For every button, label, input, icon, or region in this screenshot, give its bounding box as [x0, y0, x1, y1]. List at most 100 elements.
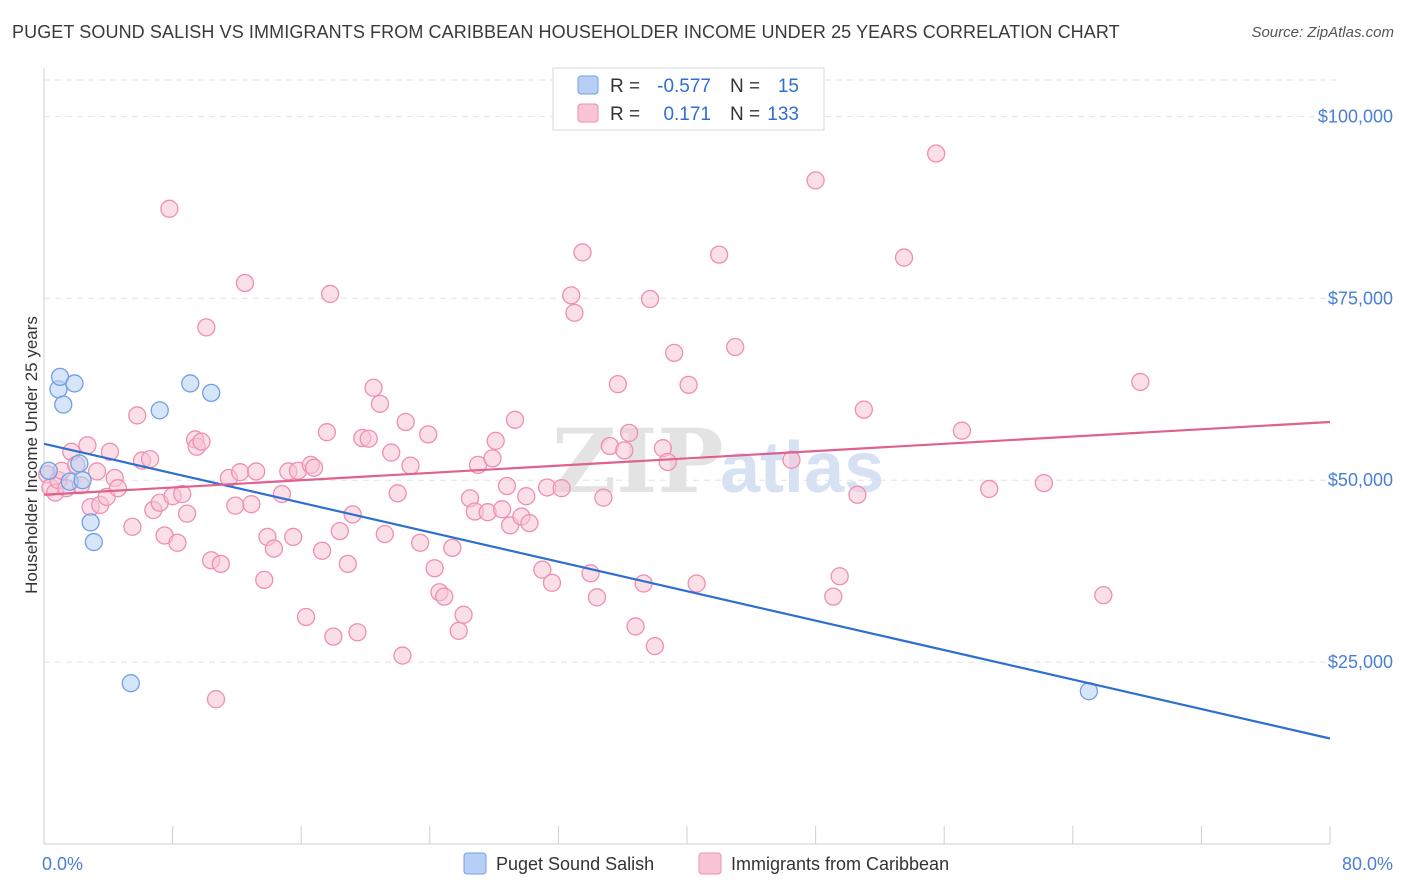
salish-point-7: [73, 471, 92, 490]
caribbean-point-70: [411, 533, 430, 552]
caribbean-point-105: [626, 617, 645, 636]
caribbean-point-126: [1034, 473, 1054, 493]
caribbean-point-114: [710, 245, 729, 264]
caribbean-point-66: [388, 484, 407, 503]
caribbean-point-87: [505, 410, 525, 429]
caribbean-point-82: [483, 449, 502, 468]
axes: [43, 68, 1331, 845]
caribbean-point-75: [443, 538, 462, 558]
salish-point-8: [81, 513, 100, 532]
salish-point-6: [70, 454, 89, 473]
y-tick-label-0: $25,000: [1328, 652, 1393, 672]
caribbean-point-72: [425, 559, 444, 578]
legend-swatch-caribbean: [698, 852, 722, 875]
caribbean-point-128: [1131, 372, 1150, 392]
caribbean-point-68: [396, 412, 415, 432]
caribbean-point-20: [140, 449, 160, 469]
caribbean-point-37: [226, 496, 245, 515]
caribbean-point-69: [401, 456, 420, 475]
caribbean-point-65: [382, 443, 401, 462]
caribbean-point-74: [435, 587, 454, 606]
caribbean-point-117: [806, 171, 825, 190]
caribbean-point-119: [830, 567, 849, 586]
caribbean-point-110: [658, 452, 677, 472]
watermark: ZIP atlas: [552, 409, 884, 513]
caribbean-point-111: [664, 343, 684, 363]
caribbean-point-108: [645, 636, 664, 656]
caribbean-point-39: [235, 273, 255, 293]
x-tick-label-min: 0.0%: [42, 854, 83, 874]
caribbean-point-125: [980, 479, 999, 499]
y-tick-labels: $25,000 $50,000 $75,000 $100,000: [1318, 106, 1393, 672]
y-tick-label-3: $100,000: [1318, 106, 1393, 126]
caribbean-point-85: [497, 476, 517, 496]
caribbean-point-89: [517, 487, 536, 506]
stats-r-value-0: -0.577: [657, 76, 711, 97]
caribbean-point-35: [211, 554, 230, 574]
caribbean-point-26: [168, 533, 187, 552]
caribbean-point-116: [782, 450, 801, 469]
caribbean-point-115: [726, 337, 745, 357]
stats-legend: R = -0.577 N = 15 R = 0.171 N = 133: [552, 67, 825, 131]
caribbean-point-61: [359, 429, 378, 448]
caribbean-point-100: [594, 488, 613, 507]
caribbean-point-59: [348, 623, 367, 642]
caribbean-point-77: [454, 605, 473, 624]
stats-r-label-1: R =: [610, 104, 640, 125]
caribbean-point-27: [173, 484, 192, 504]
y-tick-label-2: $75,000: [1328, 288, 1393, 308]
caribbean-point-11: [87, 462, 107, 481]
stats-swatch-caribbean: [577, 103, 599, 123]
salish-point-0: [39, 461, 58, 480]
salish-point-9: [84, 532, 103, 552]
caribbean-point-41: [247, 462, 266, 481]
salish-trend-line: [43, 442, 1331, 740]
salish-point-5: [65, 374, 84, 393]
caribbean-point-113: [687, 574, 706, 593]
caribbean-point-18: [128, 406, 147, 425]
caribbean-point-84: [492, 500, 512, 519]
caribbean-point-107: [640, 289, 660, 309]
legend-swatch-salish: [463, 852, 487, 875]
caribbean-point-38: [230, 463, 250, 482]
caribbean-point-52: [312, 541, 332, 560]
caribbean-point-102: [608, 374, 628, 394]
trend-lines: [43, 420, 1331, 740]
caribbean-point-14: [100, 442, 120, 461]
caribbean-point-42: [255, 570, 274, 590]
gridlines: [44, 79, 1336, 663]
caribbean-point-55: [324, 627, 343, 646]
bottom-legend: Puget Sound Salish Immigrants from Carib…: [463, 852, 949, 875]
caribbean-point-112: [679, 375, 698, 395]
caribbean-point-47: [284, 527, 303, 547]
y-axis-label: Householder Income Under 25 years: [22, 316, 41, 594]
caribbean-point-9: [78, 436, 97, 455]
stats-r-label-0: R =: [610, 76, 640, 97]
caribbean-point-31: [192, 432, 211, 451]
caribbean-point-91: [533, 560, 552, 579]
legend-label-caribbean: Immigrants from Caribbean: [731, 854, 949, 874]
caribbean-point-62: [364, 378, 383, 397]
caribbean-point-76: [449, 621, 468, 640]
caribbean-point-64: [375, 524, 394, 544]
stats-r-value-1: 0.171: [663, 104, 711, 125]
caribbean-point-24: [160, 199, 179, 218]
caribbean-point-32: [197, 318, 216, 337]
caribbean-point-40: [242, 495, 261, 514]
caribbean-point-71: [419, 425, 438, 444]
caribbean-trend-line: [43, 420, 1331, 496]
caribbean-point-67: [393, 646, 412, 665]
legend-label-salish: Puget Sound Salish: [496, 854, 654, 874]
stats-n-label-0: N =: [730, 76, 760, 97]
caribbean-point-94: [552, 479, 571, 498]
caribbean-point-123: [927, 144, 946, 163]
caribbean-point-16: [108, 479, 128, 498]
caribbean-point-104: [619, 423, 639, 443]
caribbean-point-17: [123, 517, 142, 536]
stats-swatch-salish: [577, 75, 599, 95]
caribbean-point-99: [587, 588, 607, 607]
caribbean-point-93: [542, 573, 562, 592]
salish-point-12: [181, 374, 200, 393]
caribbean-point-28: [177, 504, 197, 523]
source-label: Source: ZipAtlas.com: [1251, 24, 1394, 41]
